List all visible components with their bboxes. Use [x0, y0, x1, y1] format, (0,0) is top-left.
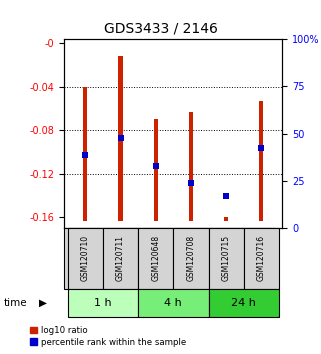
Text: 4 h: 4 h	[164, 298, 182, 308]
Bar	[224, 217, 228, 221]
Text: 24 h: 24 h	[231, 298, 256, 308]
Text: 1 h: 1 h	[94, 298, 112, 308]
FancyBboxPatch shape	[209, 289, 279, 317]
FancyBboxPatch shape	[64, 228, 275, 289]
Text: GSM120716: GSM120716	[257, 235, 266, 281]
Text: time: time	[3, 298, 27, 308]
Text: ▶: ▶	[39, 298, 47, 308]
FancyBboxPatch shape	[173, 228, 209, 289]
FancyBboxPatch shape	[138, 228, 173, 289]
Text: GSM120708: GSM120708	[187, 235, 195, 281]
FancyBboxPatch shape	[68, 228, 103, 289]
Bar	[154, 120, 158, 221]
FancyBboxPatch shape	[209, 228, 244, 289]
Bar	[83, 87, 87, 221]
Bar	[118, 56, 123, 221]
Text: GDS3433 / 2146: GDS3433 / 2146	[104, 21, 217, 35]
FancyBboxPatch shape	[68, 289, 138, 317]
Text: GSM120711: GSM120711	[116, 235, 125, 281]
FancyBboxPatch shape	[138, 289, 209, 317]
Text: GSM120648: GSM120648	[151, 235, 160, 281]
Bar	[189, 112, 193, 221]
Legend: log10 ratio, percentile rank within the sample: log10 ratio, percentile rank within the …	[30, 326, 187, 347]
FancyBboxPatch shape	[103, 228, 138, 289]
Text: GSM120715: GSM120715	[221, 235, 231, 281]
FancyBboxPatch shape	[244, 228, 279, 289]
Text: GSM120710: GSM120710	[81, 235, 90, 281]
Bar	[259, 101, 264, 221]
